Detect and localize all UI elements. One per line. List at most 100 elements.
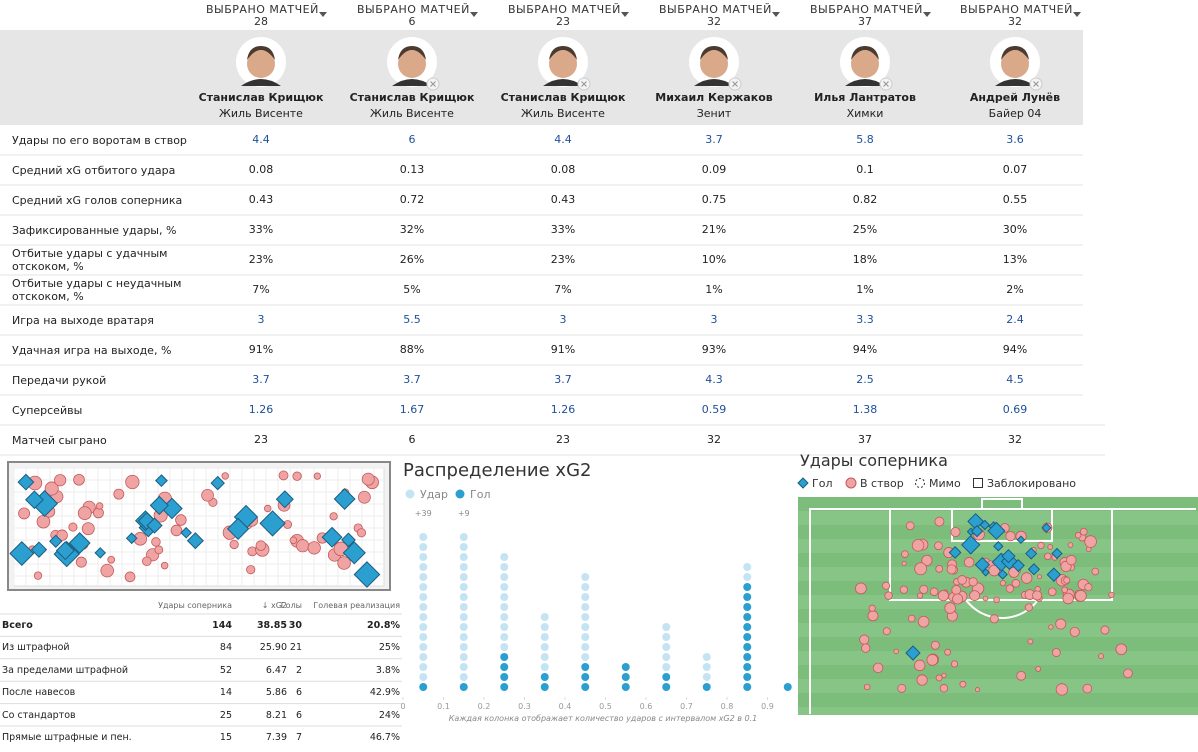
stat-value[interactable]: 5.5 [403,313,421,326]
summary-cell: 8.21 [265,709,287,721]
x-tick-label: 0.9 [761,702,774,711]
stat-value: 1% [705,283,723,296]
match-count: 28 [254,15,268,28]
stat-value[interactable]: 3.7 [554,373,572,386]
shot [1005,584,1015,593]
stat-value[interactable]: 1.38 [852,403,878,416]
x-tick-label: 0 [400,702,405,711]
stat-value[interactable]: 1.67 [399,403,425,416]
stat-value[interactable]: 3.7 [705,133,723,146]
legend-icon [973,478,983,488]
dropdown-arrow[interactable] [1073,12,1081,17]
shot [1091,567,1100,576]
legend-dot [405,489,415,499]
stat-value[interactable]: 1.26 [248,403,274,416]
shot [939,684,949,693]
avatar-hair [549,46,577,60]
stat-value[interactable]: 1.26 [550,403,576,416]
dot [419,633,428,641]
stat-value: 0.09 [701,163,727,176]
pitch-stripe [798,581,1198,595]
shot [959,680,967,688]
x-tick-label: 0.2 [478,702,491,711]
goal-shot [987,521,1006,540]
shot-on-target [201,488,214,502]
legend-label: В створ [860,477,904,490]
stat-value[interactable]: 3 [710,313,718,326]
match-selector[interactable]: ВЫБРАНО МАТЧЕЙ [960,3,1073,16]
shot [1047,544,1053,550]
stat-value[interactable]: 3 [559,313,567,326]
shot [935,674,943,682]
dot [459,663,468,671]
stat-value[interactable]: 0.69 [1002,403,1028,416]
dot [621,663,630,671]
stat-value: 0.75 [701,193,727,206]
dot [581,643,590,651]
summary-cell: 7 [295,732,302,743]
stat-label: Удачная игра на выходе, % [12,343,172,357]
player-name: Станислав Крищюк [500,91,626,104]
shot [1084,583,1093,592]
match-selector[interactable]: ВЫБРАНО МАТЧЕЙ [659,3,772,16]
summary-cell: 52 [219,664,232,676]
stat-value[interactable]: 4.4 [252,133,270,146]
summary-header: Удары соперника [158,601,232,610]
stat-label: Удары по его воротам в створ [12,133,187,147]
stat-value[interactable]: 5.8 [856,133,874,146]
goal-shot [9,541,35,566]
dropdown-arrow[interactable] [470,12,478,17]
match-selector[interactable]: ВЫБРАНО МАТЧЕЙ [810,3,923,16]
dot [459,563,468,571]
match-selector[interactable]: ВЫБРАНО МАТЧЕЙ [206,3,319,16]
shot-on-target [100,563,114,578]
stat-value[interactable]: 2.4 [1006,313,1024,326]
stat-value[interactable]: 3.7 [403,373,421,386]
stat-value[interactable]: 2.5 [856,373,874,386]
dropdown-arrow[interactable] [319,12,327,17]
dropdown-arrow[interactable] [621,12,629,17]
stat-value: 6 [408,433,416,446]
dot [662,673,671,681]
player-name: Михаил Кержаков [655,91,773,104]
shot [993,596,1000,604]
summary-cell: 84 [219,642,232,654]
stat-value[interactable]: 4.3 [705,373,723,386]
stat-value: 23 [556,433,570,446]
stat-value[interactable]: 0.59 [701,403,727,416]
stat-value[interactable]: 3.6 [1006,133,1024,146]
match-selector[interactable]: ВЫБРАНО МАТЧЕЙ [357,3,470,16]
summary-header: Голы [280,601,302,610]
match-selector[interactable]: ВЫБРАНО МАТЧЕЙ [508,3,621,16]
goal-shot [961,535,981,555]
stat-value: 10% [701,253,727,266]
shot-on-target [44,481,59,496]
dot [459,593,468,601]
dot [581,683,590,691]
dot [581,653,590,661]
avatar-shirt [694,79,734,86]
stat-value[interactable]: 4.5 [1006,373,1024,386]
shot [944,648,952,656]
shot [982,595,989,602]
stat-value: 94% [1002,343,1028,356]
legend-icon [797,477,809,489]
stat-value[interactable]: 6 [408,133,416,146]
stat-value[interactable]: 3.3 [856,313,874,326]
stat-value[interactable]: 3.7 [252,373,270,386]
shot [946,564,957,575]
goal-shot [905,645,921,661]
dropdown-arrow[interactable] [923,12,931,17]
shot [917,615,930,628]
stat-value: 13% [1002,253,1028,266]
stat-value[interactable]: 4.4 [554,133,572,146]
stat-value: 25% [852,223,878,236]
shot-on-target [68,522,78,532]
dot [459,673,468,681]
stat-value[interactable]: 3 [257,313,265,326]
dot [419,553,428,561]
legend-label: Заблокировано [987,477,1076,490]
dropdown-arrow[interactable] [772,12,780,17]
dot [662,643,671,651]
shot-on-target [77,506,92,521]
